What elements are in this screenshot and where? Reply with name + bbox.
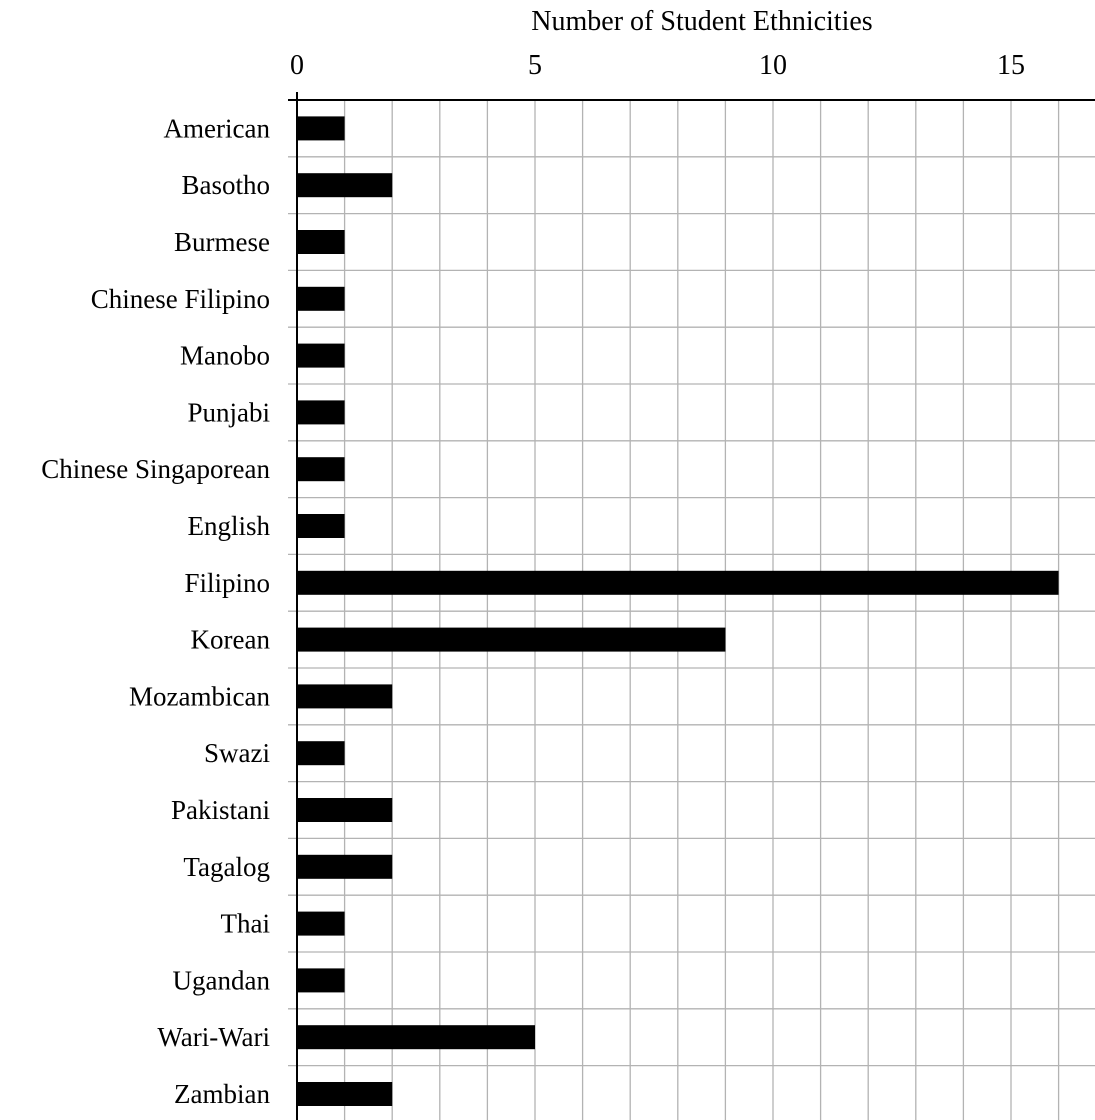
x-tick-label: 0: [290, 50, 304, 81]
category-label: Swazi: [204, 738, 270, 768]
x-tick-label: 5: [528, 50, 542, 81]
category-label: Zambian: [174, 1079, 270, 1109]
bar-chinese-singaporean: [297, 457, 345, 482]
x-axis-title: Number of Student Ethnicities: [531, 6, 872, 37]
category-label: Wari-Wari: [157, 1022, 270, 1052]
bar-punjabi: [297, 400, 345, 425]
bar-thai: [297, 911, 345, 936]
bar-tagalog: [297, 854, 393, 879]
x-tick-label: 10: [759, 50, 787, 81]
bar-zambian: [297, 1082, 393, 1106]
x-tick-label: 15: [997, 50, 1025, 81]
category-label: Burmese: [174, 227, 270, 257]
category-label: Basotho: [181, 170, 270, 200]
bar-swazi: [297, 741, 345, 766]
bar-chinese-filipino: [297, 286, 345, 311]
grid: [288, 100, 1095, 1120]
bar-mozambican: [297, 684, 393, 709]
category-label: Pakistani: [171, 795, 270, 825]
bar-ugandan: [297, 968, 345, 993]
category-labels: American Basotho Burmese Chinese Filipino Ma…: [41, 113, 270, 1109]
bar-korean: [297, 627, 726, 652]
category-label: English: [187, 511, 270, 541]
bars: [297, 116, 1059, 1106]
category-label: Punjabi: [187, 397, 270, 427]
category-label: Ugandan: [173, 965, 271, 995]
x-axis: 0 5 10 15: [288, 50, 1095, 1120]
bar-english: [297, 514, 345, 538]
category-label: Korean: [191, 625, 271, 655]
bar-pakistani: [297, 798, 393, 822]
bar-basotho: [297, 173, 393, 198]
category-label: Tagalog: [183, 852, 270, 882]
category-label: American: [164, 113, 271, 143]
category-label: Mozambican: [129, 681, 270, 711]
bar-wari-wari: [297, 1025, 535, 1050]
category-label: Chinese Filipino: [91, 284, 270, 314]
category-label: Chinese Singaporean: [41, 454, 270, 484]
bar-burmese: [297, 230, 345, 254]
category-label: Thai: [221, 909, 270, 939]
category-label: Manobo: [180, 341, 270, 371]
category-label: Filipino: [184, 568, 270, 598]
bar-manobo: [297, 343, 345, 368]
bar-american: [297, 116, 345, 141]
bar-filipino: [297, 570, 1059, 595]
